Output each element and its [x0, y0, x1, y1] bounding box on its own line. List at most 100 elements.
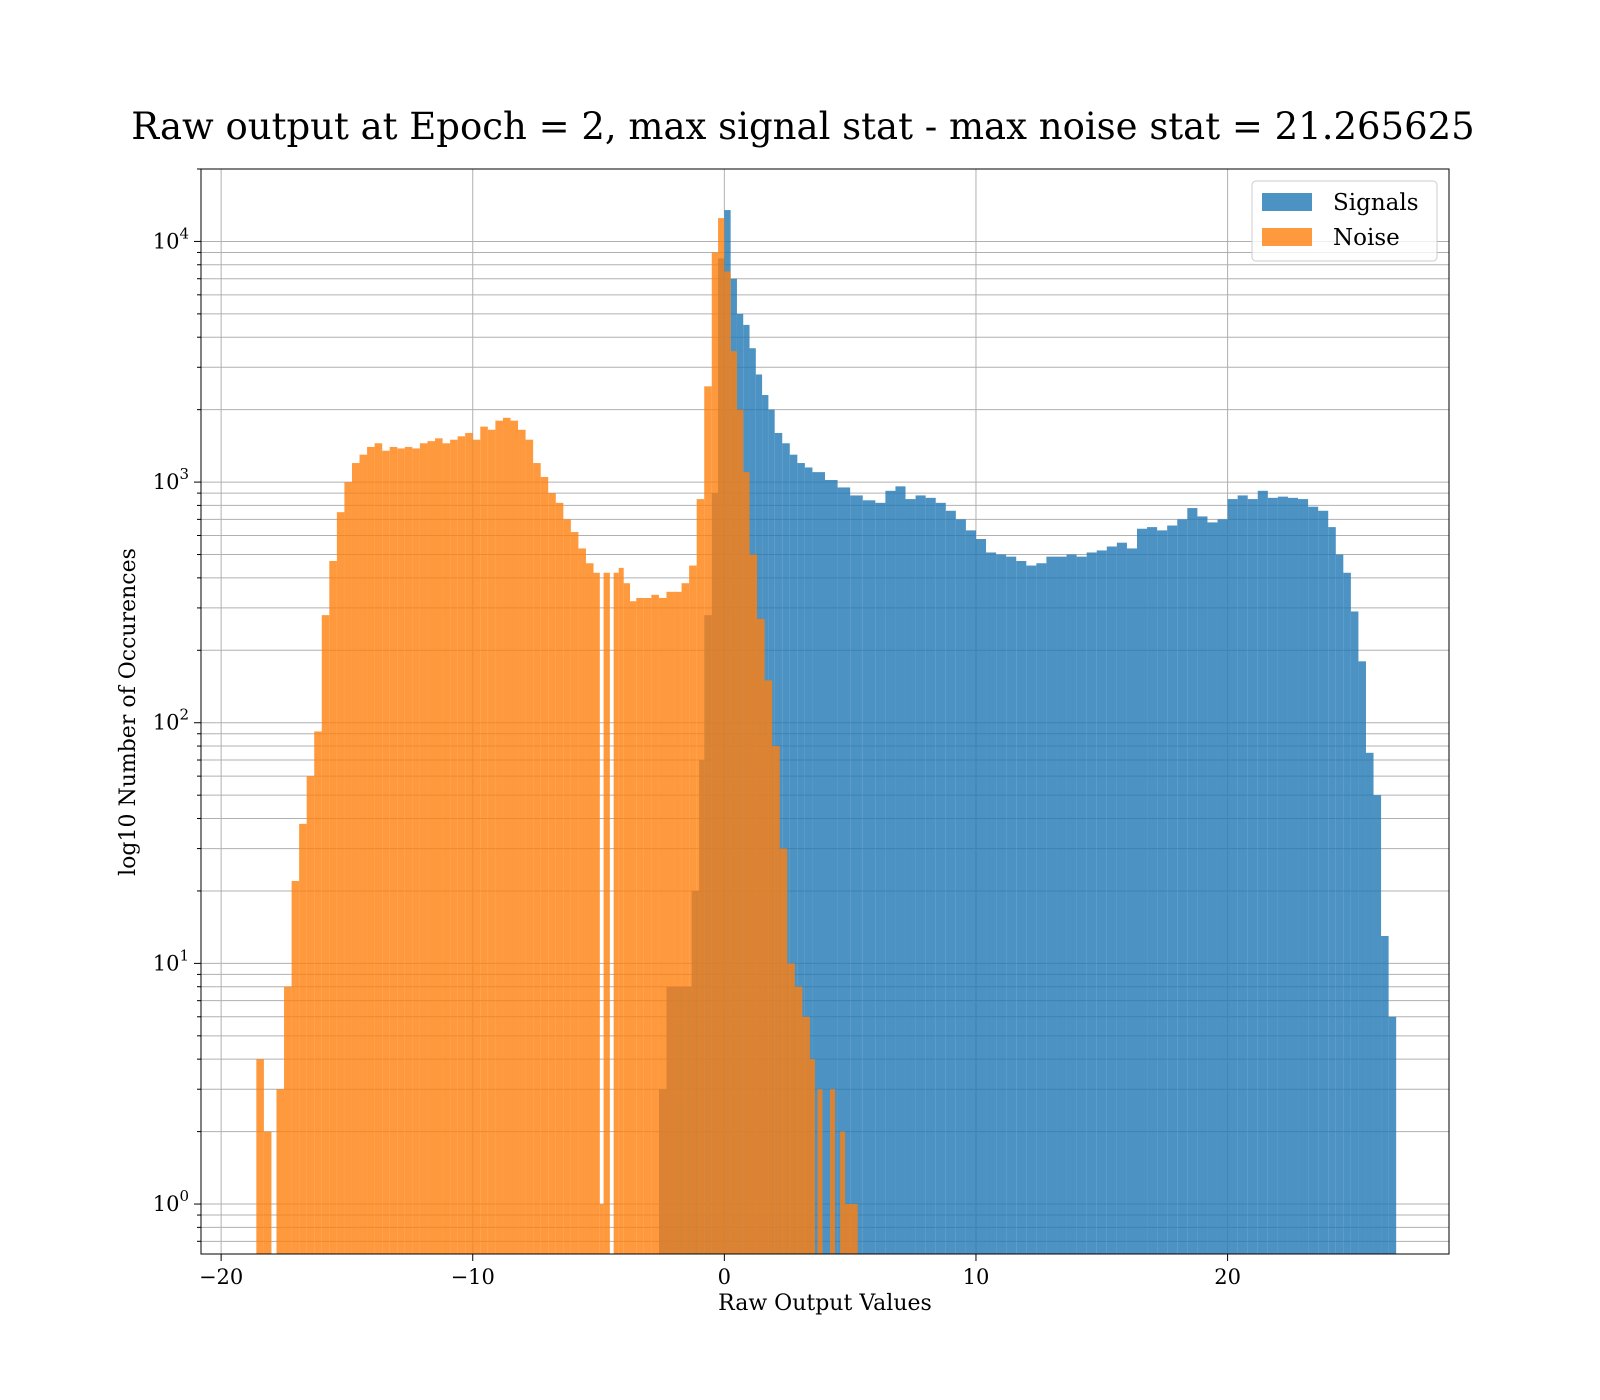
signals-bar: [1318, 510, 1329, 1254]
legend: Signals Noise: [1251, 180, 1438, 262]
y-tick-exponent: 2: [179, 706, 189, 724]
signals-bar: [1197, 516, 1208, 1254]
signals-bar: [1365, 752, 1374, 1254]
signals-bar: [1298, 499, 1309, 1255]
signals-bar: [895, 486, 906, 1254]
noise-bar: [427, 441, 435, 1254]
noise-bar: [570, 532, 579, 1254]
noise-bar: [367, 446, 375, 1254]
signals-bar: [1358, 661, 1366, 1254]
signals-bar: [1066, 554, 1077, 1254]
noise-bar: [772, 746, 780, 1254]
y-tick-base: 10: [153, 711, 180, 735]
y-tick-label: 101: [153, 946, 189, 975]
signals-bar: [812, 472, 825, 1254]
noise-bar: [674, 591, 682, 1254]
signals-bar: [1086, 552, 1097, 1254]
noise-bar: [389, 446, 398, 1254]
signals-bar: [1257, 490, 1268, 1254]
noise-bar: [374, 443, 383, 1254]
signals-bar: [1137, 528, 1148, 1254]
signals-bar: [1335, 554, 1344, 1254]
signals-bar: [1227, 499, 1238, 1255]
noise-bar: [743, 472, 750, 1254]
noise-bar: [618, 567, 624, 1254]
noise-bar: [787, 963, 795, 1254]
noise-bar: [256, 1059, 264, 1254]
noise-bar: [718, 218, 725, 1254]
noise-bar: [711, 252, 719, 1254]
signals-bar: [850, 495, 863, 1254]
legend-label-signals: Signals: [1333, 190, 1419, 216]
noise-bar: [603, 572, 610, 1254]
y-tick-exponent: 4: [179, 224, 189, 242]
signals-bar: [1177, 519, 1188, 1254]
noise-bar: [555, 502, 564, 1255]
noise-bar: [435, 438, 443, 1255]
y-tick-label: 103: [153, 465, 189, 494]
signals-bar: [935, 502, 946, 1255]
signals-bar: [945, 510, 956, 1254]
signals-bar: [905, 499, 916, 1255]
noise-bar: [840, 1131, 846, 1254]
y-tick-base: 10: [153, 951, 180, 975]
y-tick-exponent: 3: [179, 465, 189, 483]
signals-bar: [1373, 795, 1382, 1254]
noise-bar: [457, 436, 466, 1254]
histogram-bars: [256, 210, 1397, 1255]
x-tick-label: −20: [199, 1265, 243, 1289]
noise-bar: [548, 493, 556, 1255]
signals-bar: [875, 502, 886, 1255]
signals-bar: [1046, 556, 1057, 1254]
noise-bar: [465, 432, 473, 1255]
noise-bar: [472, 439, 481, 1255]
y-tick-exponent: 0: [179, 1187, 189, 1205]
signals-bar: [986, 552, 997, 1254]
legend-swatch-signals: [1262, 193, 1312, 211]
signals-bar: [1106, 546, 1117, 1254]
noise-bar: [533, 463, 541, 1254]
signals-bar: [1126, 548, 1137, 1254]
noise-bar: [510, 420, 519, 1254]
y-tick-label: 102: [153, 706, 189, 735]
noise-bar: [651, 594, 659, 1254]
signals-bar: [1343, 572, 1351, 1254]
signals-bar: [1157, 530, 1168, 1254]
noise-bar: [299, 823, 307, 1254]
noise-bar: [284, 986, 292, 1254]
signals-bar: [1217, 519, 1228, 1254]
noise-bar: [636, 597, 644, 1254]
x-tick-label: 0: [718, 1265, 731, 1289]
noise-bar: [613, 572, 619, 1254]
signals-bar: [789, 454, 798, 1254]
signals-bar: [1116, 542, 1127, 1254]
signals-bar: [1277, 496, 1288, 1254]
signals-bar: [825, 480, 838, 1254]
noise-bar: [540, 476, 549, 1254]
signals-bar: [1388, 1016, 1397, 1254]
y-tick-base: 10: [153, 1192, 180, 1216]
signals-bar: [862, 500, 876, 1254]
noise-bar: [382, 450, 390, 1255]
series-noise: [256, 218, 858, 1255]
signals-bar: [837, 487, 851, 1254]
noise-bar: [696, 499, 705, 1255]
signals-bar: [1036, 563, 1047, 1254]
noise-bar: [359, 454, 368, 1254]
noise-bar: [442, 443, 451, 1254]
signals-bar: [1006, 556, 1017, 1254]
signals-bar: [1207, 522, 1218, 1254]
y-axis-label: log10 Number of Occurences: [116, 548, 141, 876]
noise-bar: [623, 583, 630, 1254]
noise-bar: [704, 386, 712, 1255]
x-tick-label: 20: [1214, 1265, 1241, 1289]
signals-bar: [1381, 935, 1389, 1254]
noise-bar: [263, 1131, 272, 1254]
x-tick-label: −10: [451, 1265, 495, 1289]
noise-bar: [306, 776, 315, 1254]
noise-bar: [809, 1059, 815, 1254]
signals-bar: [1147, 527, 1158, 1254]
noise-bar: [630, 601, 637, 1254]
y-tick-label: 100: [153, 1187, 189, 1216]
